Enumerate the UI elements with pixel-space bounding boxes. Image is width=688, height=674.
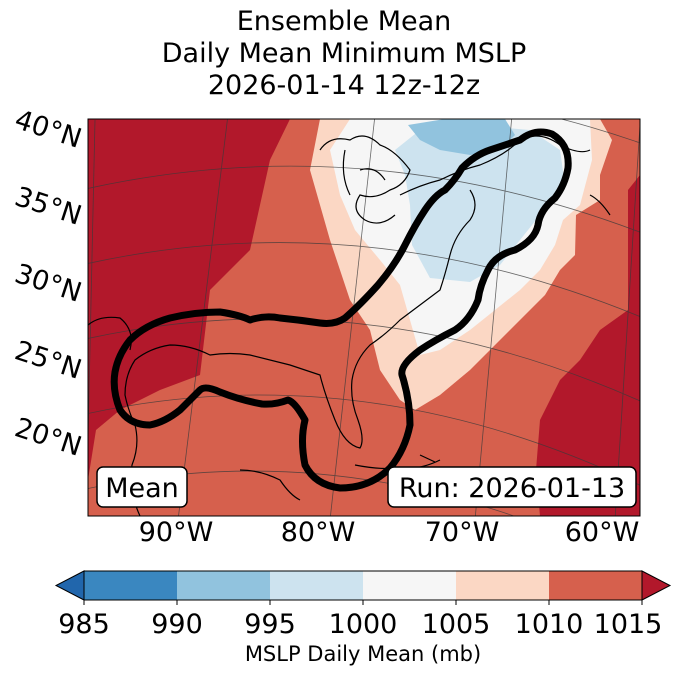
low-pressure-contour [110, 128, 572, 492]
colorbar-tick-985: 985 [58, 609, 110, 640]
title-line-2: Daily Mean Minimum MSLP [161, 38, 527, 69]
map-title: Ensemble Mean Daily Mean Minimum MSLP 20… [0, 6, 688, 102]
lat-label-35: 35°N [11, 181, 85, 232]
colorbar-tick-1000: 1000 [329, 609, 398, 640]
lon-label-70: 70°W [425, 517, 500, 548]
colorbar-swatch-1010 [549, 571, 642, 600]
run-box-label: Run: 2026-01-13 [399, 473, 625, 504]
colorbar-extend-high [641, 570, 672, 601]
mean-box-label: Mean [105, 473, 179, 504]
colorbar-swatch-1005 [456, 571, 549, 600]
colorbar-swatch-990 [177, 571, 270, 600]
lat-label-30: 30°N [11, 258, 85, 309]
lon-label-80: 80°W [281, 517, 356, 548]
pressure-field-990 [408, 119, 515, 155]
colorbar-tick-1015: 1015 [594, 609, 663, 640]
map-panel [88, 119, 640, 516]
colorbar-tick-995: 995 [244, 609, 296, 640]
colorbar-swatch-1000 [363, 571, 456, 600]
map-frame [87, 118, 641, 517]
lon-label-60: 60°W [565, 517, 640, 548]
colorbar-tick-1010: 1010 [515, 609, 584, 640]
lat-label-20: 20°N [11, 412, 85, 463]
lon-label-90: 90°W [139, 517, 214, 548]
colorbar-label: MSLP Daily Mean (mb) [245, 642, 481, 666]
lat-label-25: 25°N [11, 335, 85, 386]
run-box: Run: 2026-01-13 [387, 466, 637, 508]
title-line-3: 2026-01-14 12z-12z [207, 70, 481, 101]
colorbar-swatch-985 [84, 571, 177, 600]
colorbar-tick-1005: 1005 [422, 609, 491, 640]
colorbar: 985 990 995 1000 1005 1010 1015 MSLP Dai… [54, 570, 672, 666]
mean-box: Mean [96, 466, 188, 508]
pressure-field-995 [395, 125, 565, 282]
colorbar-extend-low [54, 570, 85, 601]
title-line-1: Ensemble Mean [236, 6, 452, 37]
lat-label-40: 40°N [11, 104, 85, 155]
colorbar-tick-990: 990 [151, 609, 203, 640]
colorbar-swatch-995 [270, 571, 363, 600]
